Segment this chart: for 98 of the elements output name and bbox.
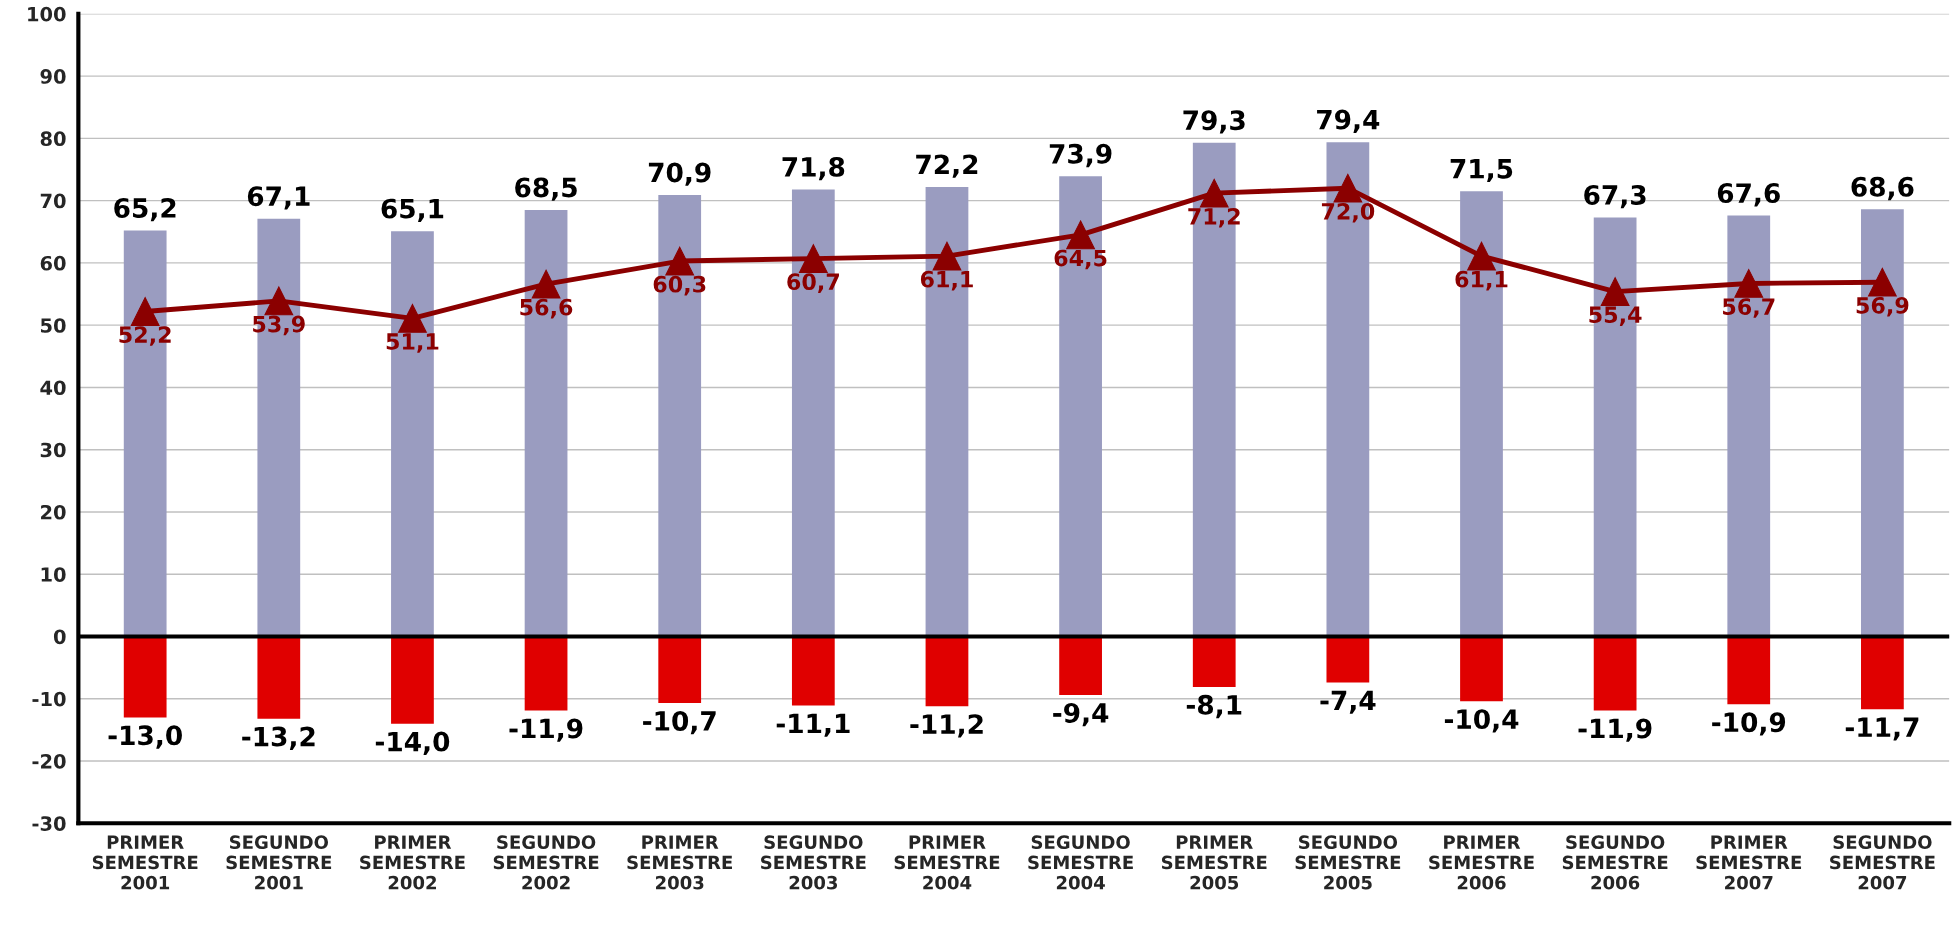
y-tick-label: 30 [40, 442, 66, 458]
bar [1593, 636, 1637, 711]
data-label: -11,2 [910, 714, 983, 738]
x-tick-label: SEGUNDO SEMESTRE 2003 [761, 835, 866, 890]
bar [391, 636, 434, 724]
data-label: -8,1 [1186, 694, 1242, 719]
point [1333, 173, 1363, 203]
bar [1192, 636, 1236, 687]
x-tick-label: PRIMER SEMESTRE 2005 [1161, 835, 1267, 890]
data-label: -11,7 [1845, 717, 1919, 741]
bar [257, 636, 301, 719]
data-label: -11,1 [776, 713, 850, 737]
data-label: 71,8 [782, 156, 845, 181]
data-label: 53,9 [253, 315, 305, 336]
data-label: 67,3 [1584, 184, 1646, 209]
x-tick-label: SEGUNDO SEMESTRE 2007 [1830, 835, 1935, 890]
x-tick-label: PRIMER SEMESTRE 2007 [1696, 835, 1802, 890]
data-label: -11,9 [509, 718, 583, 742]
point [1867, 267, 1897, 297]
point [1467, 241, 1496, 271]
bar [1861, 636, 1904, 710]
data-label: 61,1 [920, 270, 973, 291]
point [531, 269, 561, 299]
y-tick-label: 40 [40, 380, 66, 396]
bar [658, 636, 702, 704]
data-label: 52,2 [119, 326, 171, 346]
data-label: 56,9 [1856, 296, 1909, 317]
data-label: 67,6 [1717, 183, 1780, 207]
x-tick-label: PRIMER SEMESTRE 2004 [894, 835, 1000, 890]
point [264, 286, 294, 316]
data-label: -11,9 [1578, 718, 1652, 742]
y-tick-label: 20 [41, 504, 66, 520]
y-tick-label: -20 [32, 753, 66, 769]
x-tick-label: PRIMER SEMESTRE 2003 [627, 835, 732, 890]
y-tick-label: -10 [32, 691, 66, 707]
x-tick-label: SEGUNDO SEMESTRE 2006 [1562, 835, 1668, 890]
data-label: 72,0 [1321, 202, 1375, 223]
data-label: -7,4 [1320, 690, 1376, 714]
data-label: -14,0 [375, 731, 450, 755]
point [1734, 269, 1764, 298]
x-tick-label: SEGUNDO SEMESTRE 2004 [1028, 835, 1133, 890]
x-tick-label: SEGUNDO SEMESTRE 2001 [226, 835, 332, 890]
data-label: 79,3 [1183, 110, 1245, 134]
data-label: 56,7 [1723, 298, 1775, 318]
data-label: 79,4 [1317, 109, 1380, 133]
y-tick-label: 60 [40, 255, 66, 271]
y-tick-label: 80 [40, 131, 66, 147]
data-label: 70,9 [648, 162, 711, 186]
data-label: 71,5 [1450, 159, 1513, 183]
point [1066, 220, 1096, 250]
point [1199, 178, 1229, 208]
point [1600, 277, 1630, 306]
x-tick-label: PRIMER SEMESTRE 2001 [92, 835, 198, 890]
y-tick-label: -30 [32, 816, 66, 831]
data-label: 60,3 [653, 275, 706, 296]
data-label: 72,2 [916, 154, 978, 178]
bar [1326, 636, 1370, 683]
y-tick-label: 70 [40, 193, 66, 209]
bar [123, 636, 167, 718]
x-tick-label: SEGUNDO SEMESTRE 2002 [493, 835, 599, 890]
data-label: 61,1 [1455, 270, 1508, 291]
y-tick-label: 90 [40, 69, 66, 84]
data-label: 56,6 [520, 298, 573, 319]
x-tick-label: PRIMER SEMESTRE 2002 [360, 835, 465, 890]
data-label: -9,4 [1053, 702, 1109, 727]
bar [791, 636, 835, 706]
data-label: 60,7 [787, 273, 839, 293]
data-label: -13,0 [108, 725, 182, 749]
data-label: 51,1 [386, 333, 439, 353]
data-label: 67,1 [247, 186, 310, 210]
data-label: 64,5 [1054, 249, 1107, 270]
data-label: 68,5 [515, 177, 577, 201]
data-label: 71,2 [1188, 207, 1240, 228]
y-tick-label: 50 [41, 318, 66, 333]
bar [1727, 636, 1771, 705]
y-tick-label: 100 [28, 6, 66, 22]
point [798, 244, 828, 273]
data-label: -10,4 [1444, 709, 1519, 733]
point [932, 241, 962, 271]
point [398, 303, 427, 333]
bar [1059, 636, 1102, 695]
data-label: 65,1 [381, 198, 444, 222]
x-tick-label: SEGUNDO SEMESTRE 2005 [1295, 835, 1401, 890]
data-label: -10,7 [643, 711, 716, 735]
x-tick-label: PRIMER SEMESTRE 2006 [1429, 835, 1534, 890]
y-tick-label: 10 [41, 567, 66, 582]
point [665, 246, 695, 276]
data-label: -13,2 [242, 726, 315, 750]
bar [1460, 636, 1503, 702]
bar [925, 636, 969, 707]
bar [524, 636, 568, 711]
data-label: 55,4 [1589, 306, 1642, 326]
point [130, 297, 160, 326]
data-label: 73,9 [1049, 143, 1112, 168]
data-label: 68,6 [1851, 176, 1914, 201]
y-tick-label: 0 [53, 629, 66, 645]
data-label: 65,2 [114, 197, 176, 222]
data-label: -10,9 [1712, 712, 1786, 736]
